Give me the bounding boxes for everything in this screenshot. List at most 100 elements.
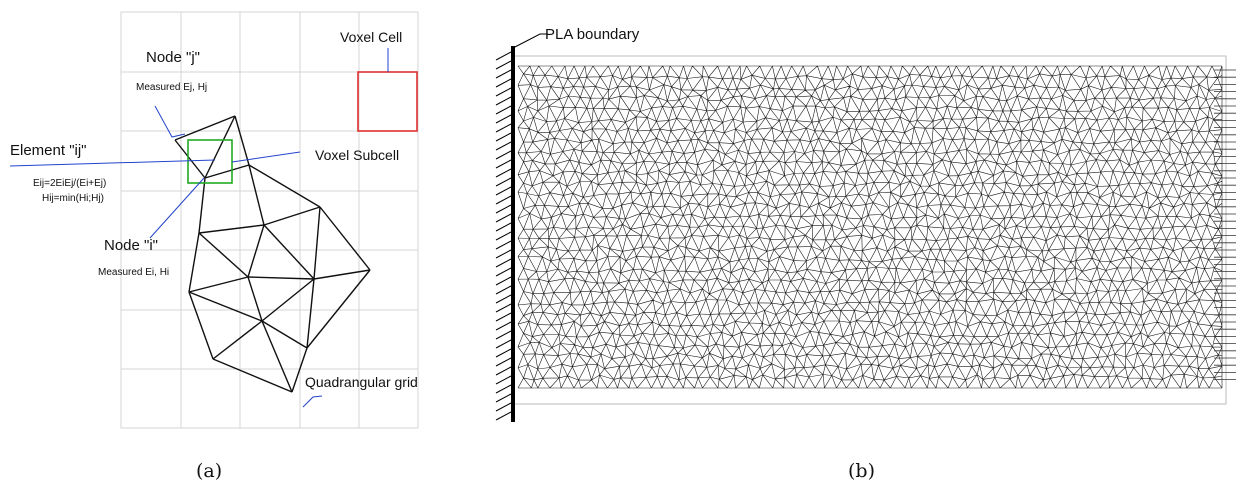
right-edge-lines: [1214, 69, 1236, 381]
mesh-edge: [248, 164, 265, 226]
hatch-line: [495, 51, 512, 61]
mesh-edge: [313, 269, 371, 280]
mesh-edge: [198, 177, 206, 234]
hatch-line: [495, 303, 512, 313]
hatch-line: [495, 312, 512, 322]
node-i-leader: [149, 177, 205, 239]
hatch-line: [495, 411, 512, 421]
mesh-edge: [319, 206, 371, 271]
panel-a-caption: (a): [196, 460, 222, 482]
hatch-line: [495, 60, 512, 70]
mesh-edge: [291, 347, 308, 393]
quad-grid-label: Quadrangular grid: [305, 374, 418, 390]
node-j-measured: Measured Ej, Hj: [136, 82, 207, 93]
hatch-line: [495, 222, 512, 232]
mesh-edge: [261, 320, 293, 393]
hatch-line: [495, 105, 512, 115]
mesh-edge: [248, 164, 321, 208]
panel-a: Voxel Cell Node "j" Measured Ej, Hj Elem…: [9, 11, 419, 482]
mesh-edge: [198, 232, 249, 278]
node-j-leader: [154, 105, 186, 138]
hatch-line: [495, 141, 512, 151]
mesh-edge: [247, 224, 265, 278]
hatch-line: [495, 195, 512, 205]
hatch-line: [495, 285, 512, 295]
pla-boundary-bar: [511, 46, 515, 422]
quadrangular-grid: [120, 11, 419, 429]
triangle-mesh: [174, 115, 371, 393]
hatch-line: [495, 87, 512, 97]
mesh-region-outline: [513, 55, 1227, 405]
panel-b-caption: (b): [848, 460, 875, 482]
mesh-edge: [188, 232, 200, 293]
hatch-line: [495, 294, 512, 304]
grid-border: [120, 11, 419, 429]
hatch-line: [495, 384, 512, 394]
hatch-line: [495, 150, 512, 160]
hatch-line: [495, 276, 512, 286]
hatch-line: [495, 366, 512, 376]
mesh-edge: [313, 206, 321, 280]
voxel-cell-label: Voxel Cell: [340, 29, 402, 45]
mesh-edge: [261, 320, 308, 349]
panel-b: PLA boundary (b): [495, 26, 1236, 482]
mesh-edge: [261, 278, 315, 322]
pla-boundary-label: PLA boundary: [545, 26, 640, 43]
mesh-edge: [234, 115, 250, 166]
node-i-label: Node "i": [104, 237, 158, 254]
hatch-line: [495, 132, 512, 142]
hatch-line: [495, 258, 512, 268]
hatch-line: [495, 348, 512, 358]
hatch-line: [495, 159, 512, 169]
mesh-edge: [247, 276, 315, 280]
element-ij-formula-e: Eij=2EiEj/(Ei+Ej): [33, 178, 106, 189]
mesh-edge: [188, 276, 249, 293]
hatch-line: [495, 69, 512, 79]
hatch-line: [495, 177, 512, 187]
mesh-edge: [306, 278, 315, 349]
mesh-edge: [212, 320, 263, 360]
pla-boundary-leader: [512, 33, 548, 49]
hatch-line: [495, 267, 512, 277]
element-ij-leader: [9, 159, 216, 167]
fine-triangle-mesh: [517, 65, 1223, 389]
voxel-cell-square: [357, 71, 418, 132]
hatch-line: [495, 114, 512, 124]
mesh-edge: [263, 224, 315, 280]
element-ij-label: Element "ij": [10, 142, 87, 159]
mesh-edge: [247, 276, 263, 322]
element-ij-formula-h: Hij=min(Hi;Hj): [42, 193, 104, 204]
pla-boundary-hatch: [495, 51, 512, 421]
hatch-line: [495, 186, 512, 196]
hatch-line: [495, 240, 512, 250]
hatch-line: [495, 204, 512, 214]
node-j-label: Node "j": [146, 49, 200, 66]
quad-grid-leader: [302, 395, 323, 408]
mesh-edge: [212, 358, 293, 393]
mesh-edges: [517, 65, 1223, 389]
hatch-line: [495, 330, 512, 340]
hatch-line: [495, 96, 512, 106]
voxel-subcell-leader: [231, 151, 301, 163]
hatch-line: [495, 393, 512, 403]
hatch-line: [495, 339, 512, 349]
hatch-line: [495, 321, 512, 331]
hatch-line: [495, 123, 512, 133]
node-i-measured: Measured Ei, Hi: [98, 267, 169, 278]
hatch-line: [495, 231, 512, 241]
mesh-edge: [174, 139, 206, 179]
hatch-line: [495, 375, 512, 385]
mesh-edge: [263, 206, 321, 226]
hatch-line: [495, 168, 512, 178]
mesh-edge: [188, 291, 214, 360]
mesh-edge: [204, 164, 250, 179]
voxel-subcell-label: Voxel Subcell: [315, 147, 399, 163]
hatch-line: [495, 357, 512, 367]
hatch-line: [495, 249, 512, 259]
mesh-edge: [306, 269, 371, 349]
mesh-edge: [174, 115, 236, 141]
mesh-edge: [188, 291, 263, 322]
hatch-line: [495, 213, 512, 223]
hatch-line: [495, 78, 512, 88]
hatch-line: [495, 402, 512, 412]
